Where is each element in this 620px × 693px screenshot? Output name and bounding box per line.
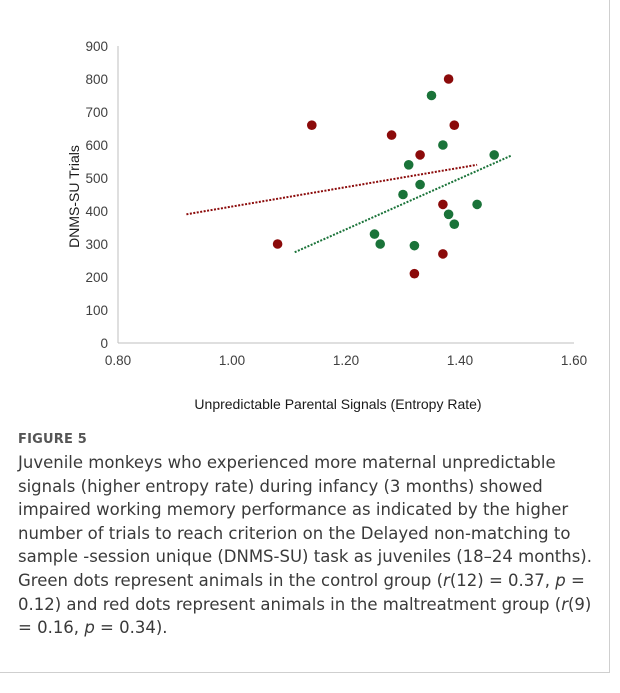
data-point [472, 199, 482, 210]
caption-part: (12) = 0.37, [449, 570, 556, 590]
data-point [369, 229, 380, 239]
x-tick-label: 1.00 [219, 353, 245, 368]
y-tick-label: 400 [85, 204, 108, 219]
data-point [307, 120, 317, 130]
trendline [294, 154, 512, 254]
x-tick-label: 1.40 [447, 353, 473, 368]
data-point [449, 219, 460, 229]
data-point [415, 150, 425, 160]
data-points [272, 74, 500, 279]
data-point [409, 268, 420, 279]
data-point [443, 209, 454, 220]
y-tick-label: 800 [85, 72, 108, 87]
data-point [375, 239, 386, 249]
x-tick-label: 0.80 [105, 353, 131, 368]
x-axis-title: Unpredictable Parental Signals (Entropy … [194, 396, 481, 412]
caption-stat-p: p [84, 618, 95, 638]
data-point [438, 249, 448, 259]
scatter-chart: 0 100 200 300 400 500 600 700 800 900 0.80 1.00 1.20… [66, 39, 587, 412]
y-axis-title: DNMS-SU Trials [66, 145, 82, 248]
x-tick-label: 1.60 [561, 353, 587, 368]
y-tick-label: 600 [85, 138, 108, 153]
y-tick-label: 100 [85, 303, 108, 318]
data-point [409, 240, 420, 251]
caption-part: = 0.34). [94, 618, 168, 638]
y-tick-label: 500 [85, 171, 108, 186]
data-point [398, 189, 408, 200]
data-point [272, 239, 283, 249]
figure-label: FIGURE 5 [18, 432, 88, 447]
x-tick-label: 1.20 [333, 353, 359, 368]
data-point [443, 74, 454, 84]
data-point [449, 120, 460, 130]
caption-part: = 0.12) and red dots represent animals i… [18, 570, 585, 614]
data-point [403, 160, 414, 170]
y-tick-label: 900 [85, 39, 108, 54]
trendlines [186, 154, 512, 254]
data-point [489, 150, 500, 160]
data-point [438, 140, 448, 150]
y-tick-label: 200 [85, 270, 108, 285]
y-tick-label: 700 [85, 105, 108, 120]
caption-part: (9) = 0.16, [18, 594, 592, 638]
figure-caption: Juvenile monkeys who experienced more ma… [18, 451, 608, 640]
trendline [186, 163, 478, 216]
caption-stat-r: r [561, 594, 568, 614]
y-tick-label: 300 [85, 237, 108, 252]
y-tick-label: 0 [100, 336, 108, 351]
axis-labels: 0 100 200 300 400 500 600 700 800 900 0.80 1.00 1.20… [66, 39, 587, 412]
caption-part: Juvenile monkeys who experienced more ma… [18, 453, 592, 590]
data-point [386, 130, 397, 140]
data-point [438, 199, 448, 210]
data-point [426, 90, 437, 101]
chart-axes [117, 46, 574, 344]
data-point [415, 179, 425, 190]
figure-frame [0, 0, 610, 673]
caption-stat-p: p [555, 570, 566, 590]
caption-stat-r: r [443, 570, 450, 590]
